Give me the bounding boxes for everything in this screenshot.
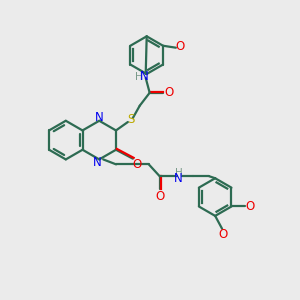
Text: H: H — [135, 72, 142, 82]
Text: O: O — [176, 40, 185, 53]
Text: O: O — [246, 200, 255, 213]
Text: S: S — [127, 113, 134, 126]
Text: N: N — [93, 156, 102, 169]
Text: O: O — [133, 158, 142, 171]
Text: O: O — [165, 86, 174, 99]
Text: N: N — [140, 70, 149, 83]
Text: H: H — [175, 168, 182, 178]
Text: N: N — [174, 172, 183, 185]
Text: N: N — [95, 111, 103, 124]
Text: O: O — [155, 190, 164, 202]
Text: O: O — [218, 228, 228, 241]
